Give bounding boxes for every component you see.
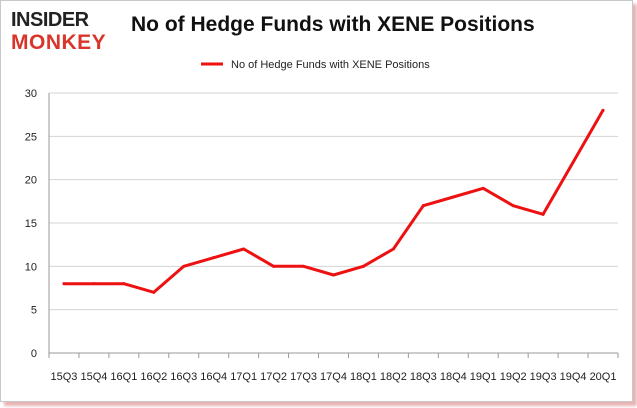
data-point xyxy=(391,247,395,251)
data-point xyxy=(421,204,425,208)
x-tick-label: 19Q3 xyxy=(530,371,557,383)
legend-label: No of Hedge Funds with XENE Positions xyxy=(231,59,430,71)
data-point xyxy=(272,264,276,268)
x-tick-label: 16Q2 xyxy=(140,371,167,383)
series-line-0 xyxy=(62,108,605,294)
data-point xyxy=(62,282,66,286)
data-point xyxy=(302,264,306,268)
y-tick-label: 5 xyxy=(31,305,37,317)
insider-monkey-logo: INSIDER MONKEY xyxy=(11,9,106,53)
x-tick-label: 20Q1 xyxy=(590,371,617,383)
y-tick-label: 25 xyxy=(25,131,37,143)
data-point xyxy=(451,195,455,199)
line-chart: 0 5 10 15 20 25 30 15Q3 15Q4 16Q1 16Q2 16Q3 16Q4 17Q1… xyxy=(25,59,619,383)
data-point xyxy=(511,204,515,208)
data-point xyxy=(601,108,605,112)
x-tick-label: 16Q1 xyxy=(110,371,137,383)
x-tick-label: 15Q4 xyxy=(80,371,107,383)
x-tick-label: 15Q3 xyxy=(51,371,78,383)
x-tick-label: 17Q3 xyxy=(290,371,317,383)
x-tick-label: 17Q2 xyxy=(260,371,287,383)
x-tick-label: 19Q1 xyxy=(470,371,497,383)
logo-line-insider: INSIDER xyxy=(11,9,90,31)
y-tick-label: 20 xyxy=(25,175,37,187)
data-point xyxy=(481,186,485,190)
data-point xyxy=(152,290,156,294)
x-tick-label: 17Q1 xyxy=(230,371,257,383)
x-tick-label: 16Q4 xyxy=(200,371,227,383)
data-point xyxy=(541,212,545,216)
chart-frame: INSIDER MONKEY No of Hedge Funds with XE… xyxy=(0,0,633,402)
x-tick-label: 18Q4 xyxy=(440,371,467,383)
data-point xyxy=(92,282,96,286)
data-point xyxy=(571,160,575,164)
data-point xyxy=(212,256,216,260)
x-tick-label: 19Q4 xyxy=(560,371,587,383)
data-point xyxy=(122,282,126,286)
x-tick-label: 18Q2 xyxy=(380,371,407,383)
y-tick-label: 15 xyxy=(25,218,37,230)
y-tick-label: 0 xyxy=(31,348,37,360)
data-point xyxy=(242,247,246,251)
x-tick-label: 18Q3 xyxy=(410,371,437,383)
x-tick-label: 19Q2 xyxy=(500,371,527,383)
data-point xyxy=(361,264,365,268)
x-tick-label: 18Q1 xyxy=(350,371,377,383)
logo-line-monkey: MONKEY xyxy=(11,31,106,53)
x-tick-label: 16Q3 xyxy=(170,371,197,383)
chart-title: No of Hedge Funds with XENE Positions xyxy=(131,13,535,36)
x-tick-label: 17Q4 xyxy=(320,371,347,383)
y-tick-label: 30 xyxy=(25,88,37,100)
data-point xyxy=(332,273,335,277)
data-point xyxy=(182,264,186,268)
y-tick-label: 10 xyxy=(25,261,37,273)
